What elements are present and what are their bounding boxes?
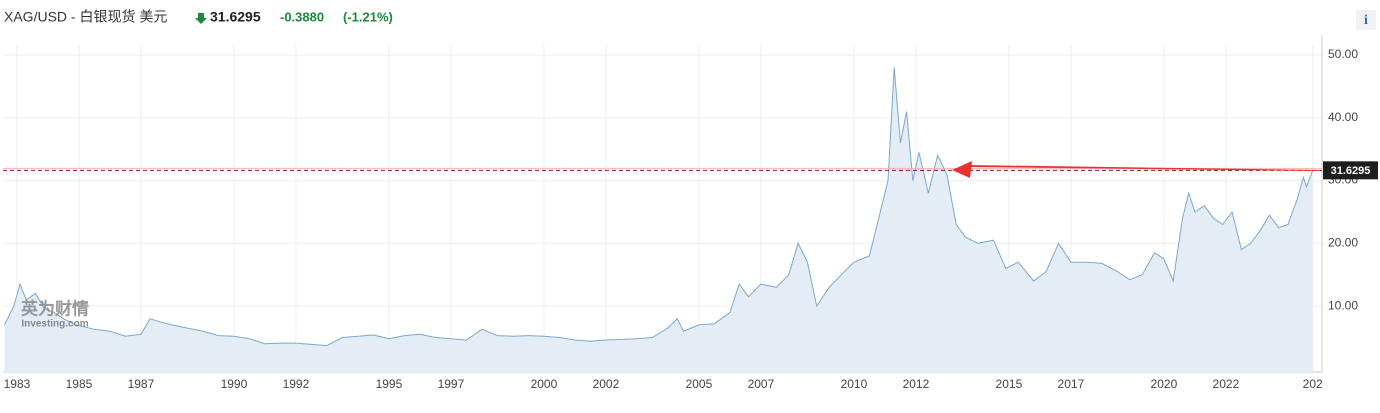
x-tick-label: 2002 — [593, 377, 620, 391]
price-label-box — [1323, 161, 1378, 180]
change-pct: (-1.21%) — [343, 9, 393, 24]
plot: 1983 1985 1987 1990 1992 1995 1997 2000 2002 2005… — [3, 35, 1378, 391]
watermark-cn: 英为财情 — [21, 298, 89, 318]
y-tick-label: 50.00 — [1328, 47, 1358, 61]
price-label: 31.6295 — [1331, 165, 1371, 177]
y-tick-label: 20.00 — [1328, 236, 1358, 250]
x-tick-label: 2015 — [996, 377, 1023, 391]
x-tick-label: 1992 — [283, 377, 310, 391]
annotation-arrow — [952, 161, 1320, 178]
x-tick-label: 1983 — [4, 377, 31, 391]
down-arrow — [195, 13, 207, 24]
x-tick-label: 2007 — [748, 377, 775, 391]
line — [4, 67, 1314, 347]
x-tick-label: 2012 — [903, 377, 930, 391]
x-tick-label: 2017 — [1058, 377, 1085, 391]
x-tick-label: 2020 — [1151, 377, 1178, 391]
info-button[interactable] — [1356, 10, 1376, 30]
symbol: XAG/USD - 白银现货 美元 — [4, 9, 167, 25]
y-tick-label: 10.00 — [1328, 298, 1358, 312]
info-icon[interactable]: i — [1364, 13, 1368, 28]
x-tick-label: 1985 — [66, 377, 93, 391]
x-tick-label: 2000 — [531, 377, 558, 391]
x-tick-label: 1990 — [221, 377, 248, 391]
watermark-en: Investing.com — [21, 319, 88, 330]
x-tick-label: 2022 — [1213, 377, 1240, 391]
x-tick-label: 2005 — [686, 377, 713, 391]
x-tick-label: 2010 — [841, 377, 868, 391]
change: -0.3880 — [280, 9, 324, 24]
x-tick-label: 1997 — [438, 377, 465, 391]
price: 31.6295 — [210, 9, 261, 25]
x-tick-label: 1995 — [376, 377, 403, 391]
x-tick-label: 202 — [1303, 377, 1323, 391]
area — [4, 67, 1313, 372]
y-tick-label: 40.00 — [1328, 110, 1358, 124]
x-tick-label: 1987 — [128, 377, 155, 391]
